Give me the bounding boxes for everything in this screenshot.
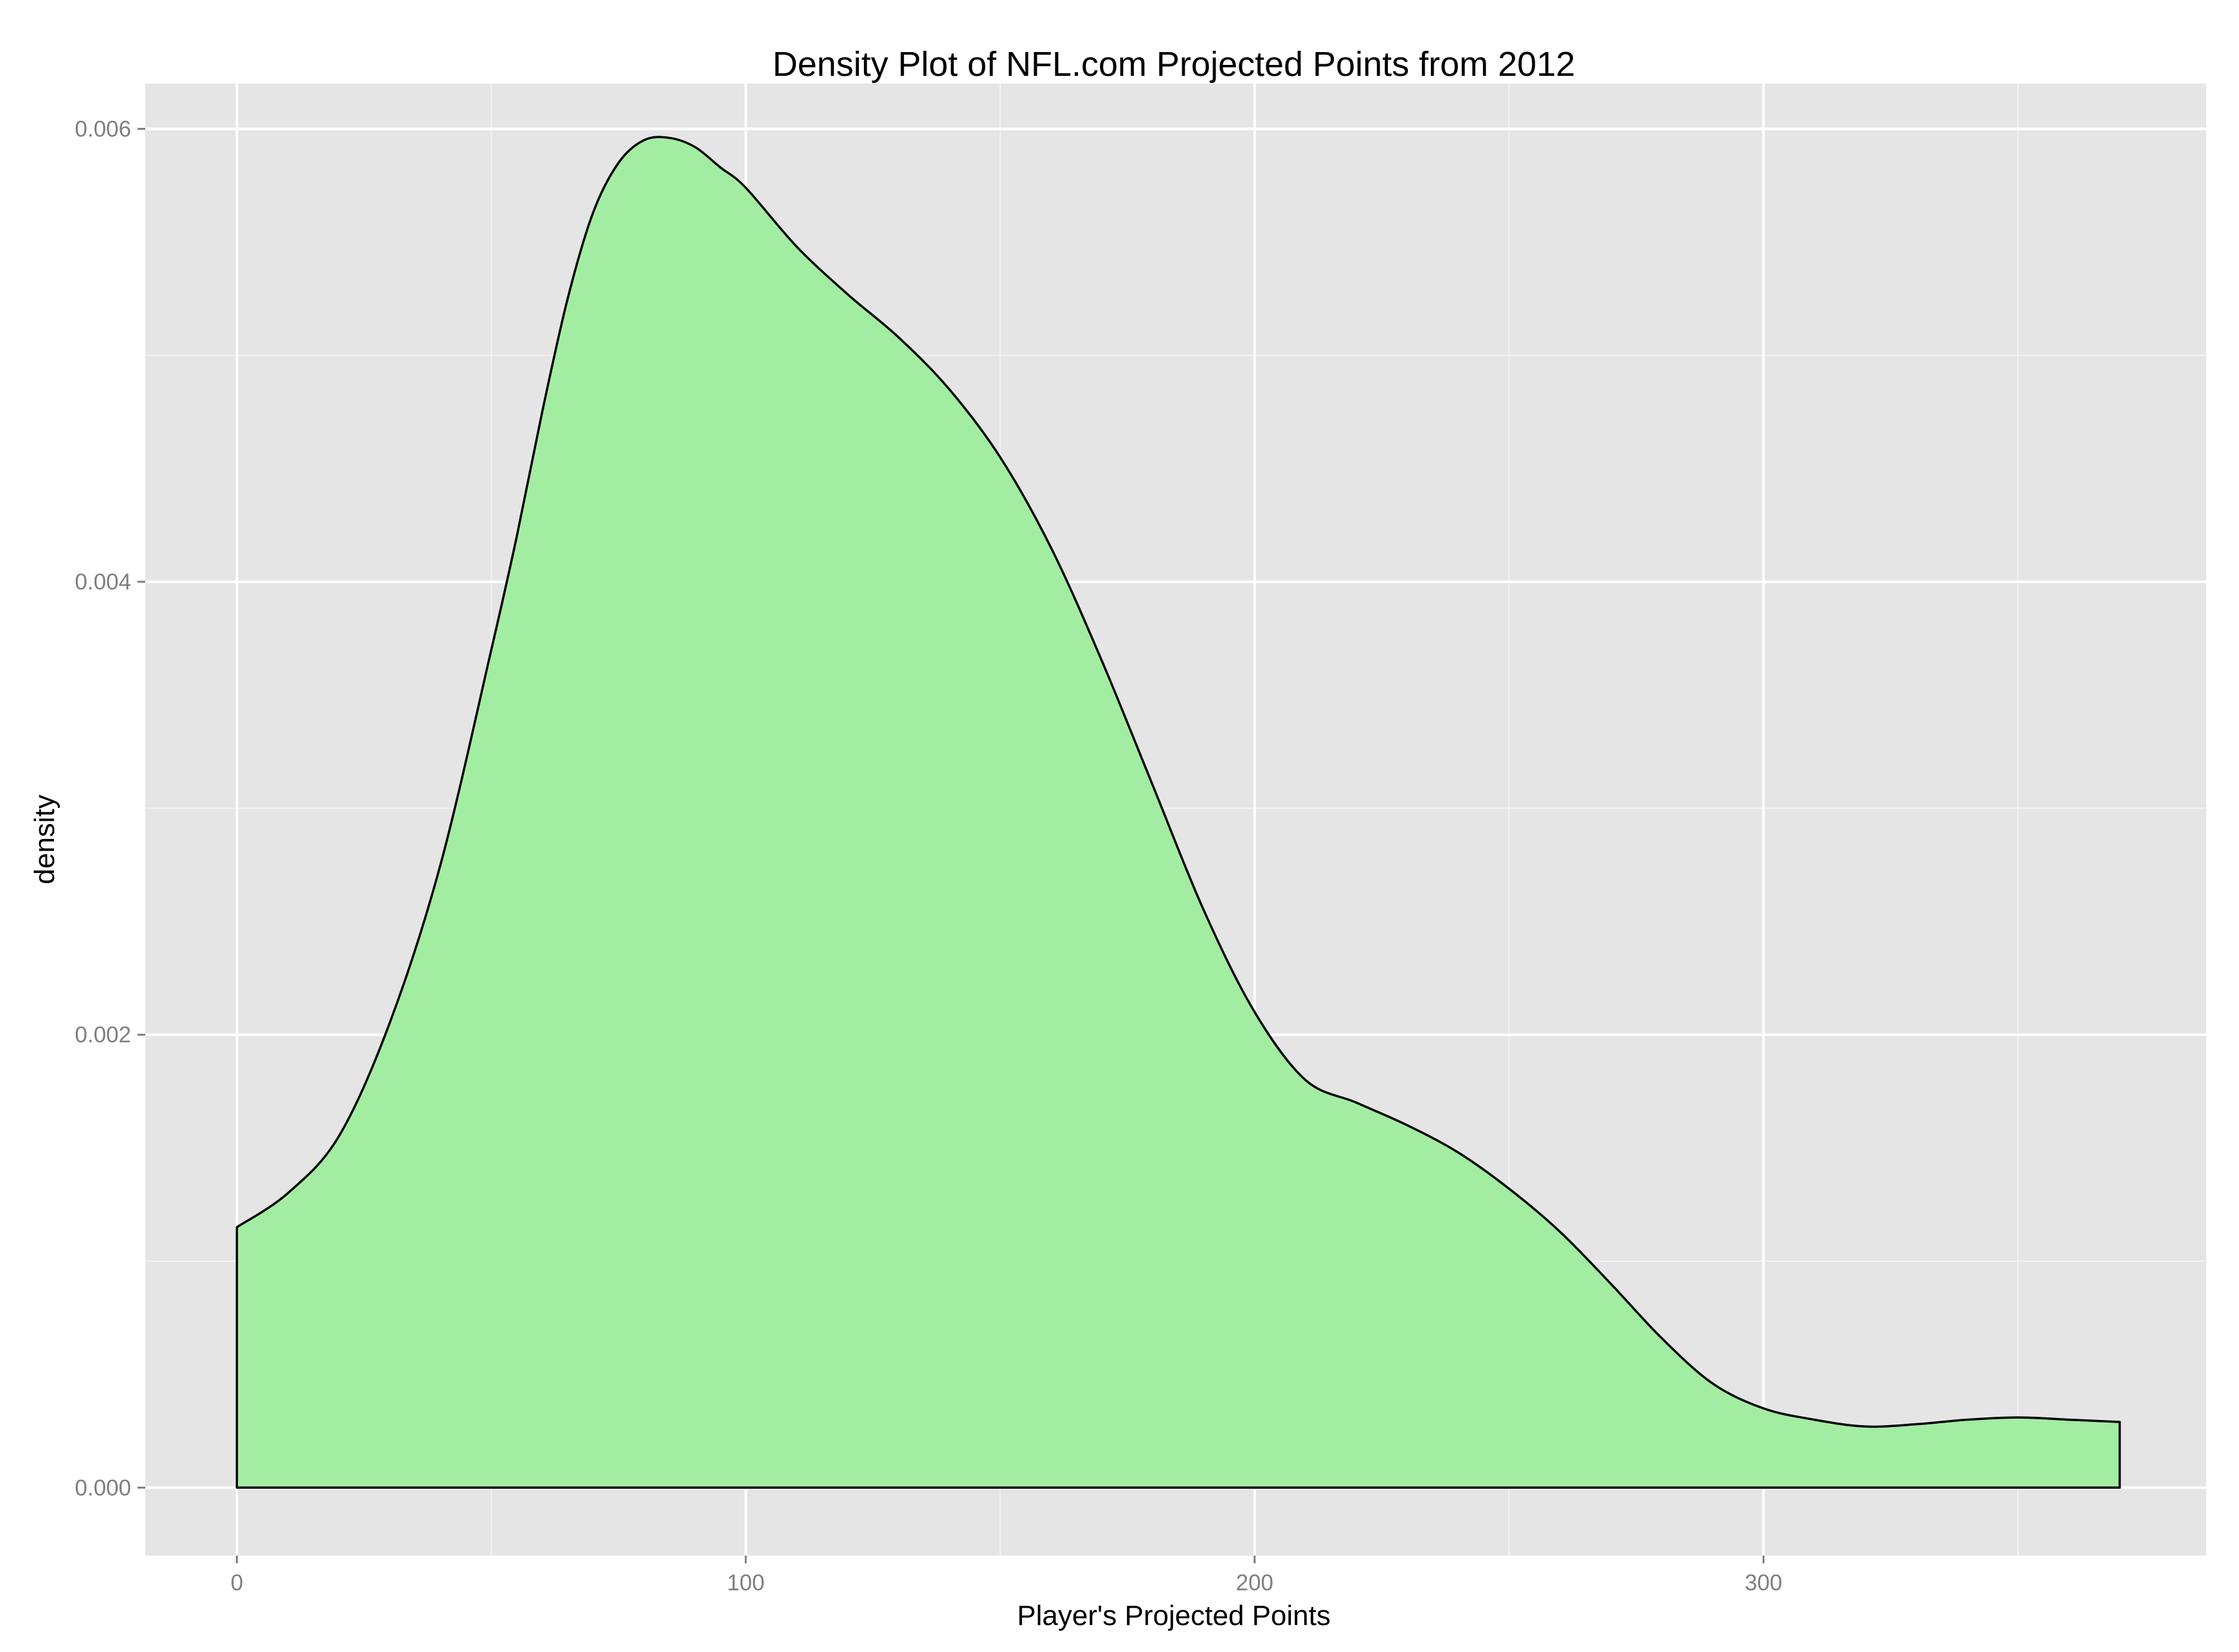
chart-title: Density Plot of NFL.com Projected Points… <box>773 45 1576 84</box>
y-axis: 0.000 0.002 0.004 0.006 <box>75 116 145 1500</box>
y-axis-title: density <box>29 795 60 884</box>
y-tick-label: 0.002 <box>75 1023 131 1048</box>
x-axis-title: Player's Projected Points <box>1017 1600 1331 1631</box>
y-tick-label: 0.000 <box>75 1475 131 1500</box>
y-tick-label: 0.006 <box>75 116 131 141</box>
x-tick-label: 300 <box>1745 1570 1782 1595</box>
x-tick-label: 200 <box>1236 1570 1273 1595</box>
x-tick-label: 100 <box>727 1570 764 1595</box>
x-tick-label: 0 <box>231 1570 243 1595</box>
y-tick-label: 0.004 <box>75 570 131 595</box>
density-area <box>235 136 2121 1489</box>
x-axis: 0 100 200 300 <box>231 1556 1783 1595</box>
